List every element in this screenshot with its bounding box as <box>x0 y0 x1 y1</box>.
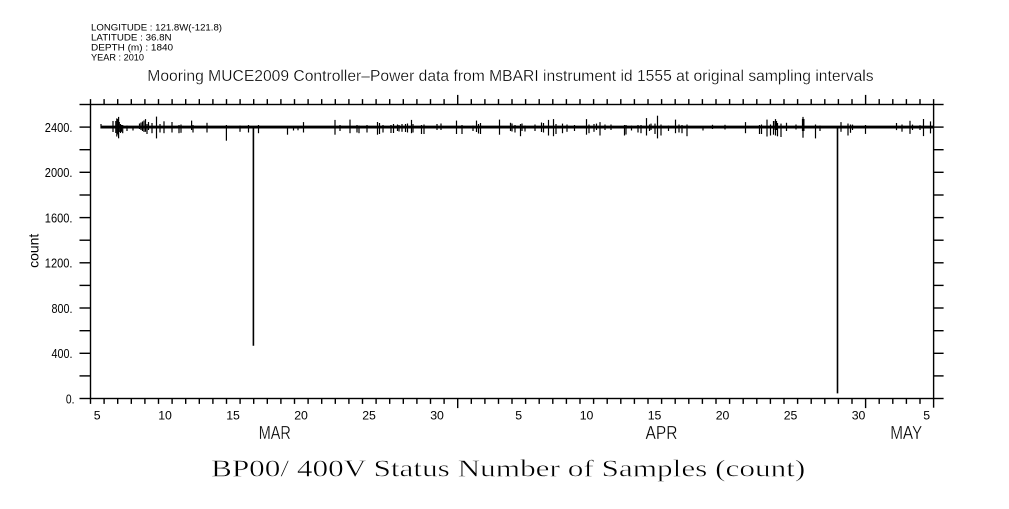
svg-text:count: count <box>25 234 41 268</box>
svg-text:2400.: 2400. <box>45 120 73 135</box>
svg-text:0.: 0. <box>66 391 75 406</box>
svg-text:25: 25 <box>362 408 376 422</box>
svg-text:MAR: MAR <box>259 422 291 443</box>
svg-text:5: 5 <box>923 408 930 422</box>
svg-text:15: 15 <box>648 408 662 422</box>
svg-text:Mooring MUCE2009 Controller–Po: Mooring MUCE2009 Controller–Power data f… <box>147 68 873 85</box>
svg-text:20: 20 <box>294 408 308 422</box>
svg-text:BP00/ 400V Status Number of Sa: BP00/ 400V Status Number of Samples (cou… <box>211 457 805 483</box>
svg-text:400.: 400. <box>52 346 73 361</box>
svg-text:800.: 800. <box>52 301 73 316</box>
svg-text:APR: APR <box>646 422 678 443</box>
svg-text:1600.: 1600. <box>45 210 73 225</box>
svg-text:LONGITUDE : 121.8W(-121.8): LONGITUDE : 121.8W(-121.8) <box>91 23 222 34</box>
svg-text:5: 5 <box>515 408 522 422</box>
svg-text:DEPTH (m) : 1840: DEPTH (m) : 1840 <box>91 43 173 54</box>
svg-text:10: 10 <box>158 408 172 422</box>
svg-text:MAY: MAY <box>890 422 922 443</box>
svg-text:10: 10 <box>580 408 594 422</box>
svg-text:YEAR : 2010: YEAR : 2010 <box>91 53 144 64</box>
svg-text:LATITUDE : 36.8N: LATITUDE : 36.8N <box>91 33 172 44</box>
svg-text:20: 20 <box>716 408 730 422</box>
svg-text:2000.: 2000. <box>45 165 73 180</box>
svg-text:25: 25 <box>784 408 798 422</box>
svg-text:30: 30 <box>852 408 866 422</box>
svg-text:15: 15 <box>226 408 240 422</box>
svg-text:30: 30 <box>430 408 444 422</box>
svg-text:5: 5 <box>94 408 101 422</box>
svg-text:1200.: 1200. <box>45 256 73 271</box>
